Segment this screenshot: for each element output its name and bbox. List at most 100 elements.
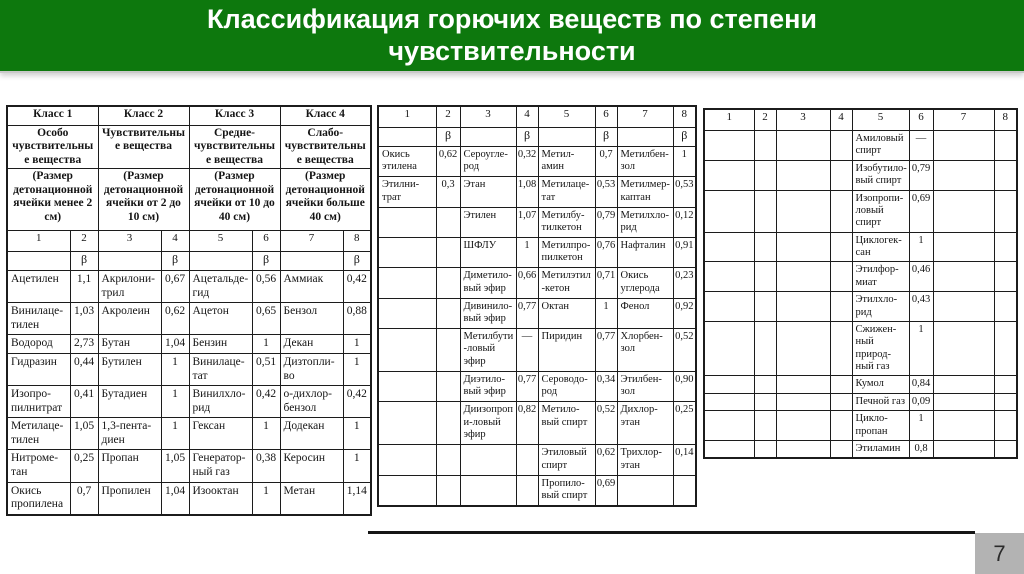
title-banner: Классификация горючих веществ по степени…	[0, 0, 1024, 73]
beta-value-cell: 0,53	[594, 176, 618, 208]
substance-cell: Метил-амин	[537, 145, 596, 178]
substance-cell	[775, 231, 831, 263]
beta-value-cell	[829, 159, 853, 191]
substance-cell	[932, 291, 995, 322]
beta-header-cell	[377, 127, 437, 147]
column-number-cell: 6	[908, 108, 934, 131]
substance-cell: Генератор-ный газ	[188, 449, 253, 483]
substance-cell: Хлорбен-зол	[616, 327, 674, 372]
column-number-cell: 8	[993, 108, 1018, 131]
substance-cell: Метилаце-тат	[537, 176, 596, 208]
substance-cell: Цикло-пропан	[851, 410, 910, 441]
beta-value-cell: 0,77	[515, 370, 539, 403]
data-row: Гидразин 0,44 Бутилен 1 Винилаце-тат 0,51 Дизт…	[6, 352, 372, 387]
beta-value-cell: 0,92	[672, 297, 697, 329]
data-row: Пропило-вый спирт 0,69	[377, 474, 697, 507]
substance-cell: ШФЛУ	[459, 236, 517, 269]
cell-size-cell: (Размер детонационной ячейки больше 40 с…	[279, 168, 372, 232]
column-number-cell: 6	[594, 105, 618, 128]
substance-cell: Этилен	[459, 206, 517, 238]
beta-value-cell	[753, 392, 777, 412]
beta-value-cell	[829, 375, 853, 394]
beta-value-cell: 0,14	[672, 444, 697, 476]
beta-value-cell: 0,42	[342, 270, 372, 304]
substance-cell	[703, 410, 755, 441]
beta-value-cell	[435, 206, 461, 238]
substance-cell: Водород	[6, 334, 71, 354]
substance-cell: Изооктан	[188, 481, 253, 516]
substances-table-right: 1 2 3 4 5 6 7 8 Амиловый спирт — Изобутило-вый спи…	[703, 108, 1018, 460]
beta-value-cell: 1	[160, 417, 190, 451]
substance-cell	[459, 444, 517, 476]
substance-cell: Дивинило-вый эфир	[459, 297, 517, 329]
beta-value-cell	[829, 392, 853, 412]
column-number-cell: 4	[160, 230, 190, 253]
column-number-cell: 2	[435, 105, 461, 128]
substance-cell: Диэтило-вый эфир	[459, 370, 517, 403]
data-row: Диметило-вый эфир 0,66 Метилэтил-кетон 0,71…	[377, 267, 697, 299]
beta-value-cell	[435, 401, 461, 446]
data-row: Винилаце-тилен 1,03 Акролеин 0,62 Ацетон 0,65…	[6, 302, 372, 336]
class-header-cell: Класс 1	[6, 105, 99, 126]
column-number-cell: 3	[775, 108, 831, 131]
substance-cell: Кумол	[851, 375, 910, 394]
substance-cell: Метилхло-рид	[616, 206, 674, 238]
beta-value-cell: 0,62	[160, 302, 190, 336]
beta-value-cell: 0,42	[342, 385, 372, 419]
beta-value-cell: 1,04	[160, 481, 190, 516]
class-header-cell: Класс 4	[279, 105, 372, 126]
beta-value-cell: 1	[160, 352, 190, 387]
beta-value-cell: 0,23	[672, 267, 697, 299]
column-number-cell: 3	[459, 105, 517, 128]
column-number-cell: 7	[279, 230, 344, 253]
substance-cell: Амиловый спирт	[851, 130, 910, 161]
beta-value-cell: 1,04	[160, 334, 190, 354]
substance-cell: 1,3-пента-диен	[97, 417, 162, 451]
beta-value-cell	[753, 130, 777, 161]
beta-value-cell	[435, 297, 461, 329]
beta-header-cell	[188, 251, 253, 272]
beta-value-cell	[672, 474, 697, 507]
beta-value-cell: 0,76	[594, 236, 618, 269]
substance-cell	[932, 261, 995, 293]
substance-cell	[775, 189, 831, 233]
substance-cell: Окись пропилена	[6, 481, 71, 516]
substance-cell: Сжижен-ный природ-ный газ	[851, 320, 910, 377]
beta-value-cell: 0,56	[251, 270, 281, 304]
beta-value-cell: 1	[160, 385, 190, 419]
beta-value-cell	[993, 392, 1018, 412]
beta-value-cell: 0,12	[672, 206, 697, 238]
column-number-cell: 4	[515, 105, 539, 128]
beta-value-cell: 1	[342, 449, 372, 483]
substance-cell: Додекан	[279, 417, 344, 451]
data-row: Этиламин 0,8	[703, 439, 1018, 459]
substance-cell	[775, 130, 831, 161]
column-number-cell: 7	[932, 108, 995, 131]
class-type-cell: Чувствительные вещества	[97, 124, 190, 170]
substance-cell: Метилэтил-кетон	[537, 267, 596, 299]
data-row: Водород 2,73 Бутан 1,04 Бензин 1 Декан 1	[6, 334, 372, 354]
classification-table: Класс 1 Класс 2 Класс 3 Класс 4 Особо чу…	[6, 105, 372, 516]
substance-cell	[775, 261, 831, 293]
beta-value-cell: 0,38	[251, 449, 281, 483]
column-number-cell: 1	[6, 230, 71, 253]
substance-cell: Изобутило-вый спирт	[851, 159, 910, 191]
data-row: Метилбути-ловый эфир — Пиридин 0,77 Хлорбен-…	[377, 327, 697, 372]
class-type-cell: Средне-чувствительные вещества	[188, 124, 281, 170]
data-row: Кумол 0,84	[703, 375, 1018, 394]
beta-value-cell	[435, 267, 461, 299]
column-number-cell: 3	[97, 230, 162, 253]
substance-cell: Акролеин	[97, 302, 162, 336]
substance-cell: Метилмер-каптан	[616, 176, 674, 208]
beta-value-cell	[993, 159, 1018, 191]
cell-size-row: (Размер детонационной ячейки менее 2 см)…	[6, 168, 372, 232]
beta-value-cell: 1	[342, 352, 372, 387]
data-row: Сжижен-ный природ-ный газ 1	[703, 320, 1018, 377]
substance-cell	[775, 291, 831, 322]
substance-cell: Трихлор-этан	[616, 444, 674, 476]
beta-value-cell: 0,53	[672, 176, 697, 208]
substance-cell	[703, 439, 755, 459]
beta-header-cell	[537, 127, 596, 147]
substance-cell	[775, 375, 831, 394]
beta-value-cell: 2,73	[69, 334, 99, 354]
